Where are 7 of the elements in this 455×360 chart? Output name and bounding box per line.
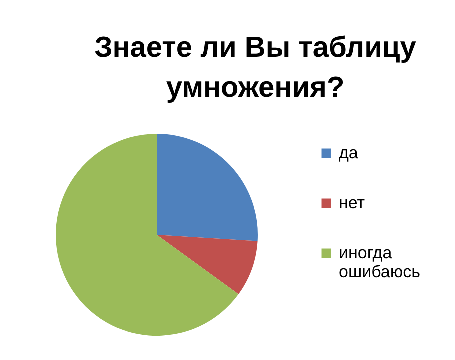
legend-label: да <box>339 144 359 162</box>
pie-slice <box>157 235 258 294</box>
pie-slice <box>157 134 258 242</box>
chart-title: Знаете ли Вы таблицу умножения? <box>94 32 416 104</box>
legend-label: нет <box>339 194 366 212</box>
legend-label: иногда ошибаюсь <box>339 244 421 282</box>
pie-slice <box>56 134 239 336</box>
